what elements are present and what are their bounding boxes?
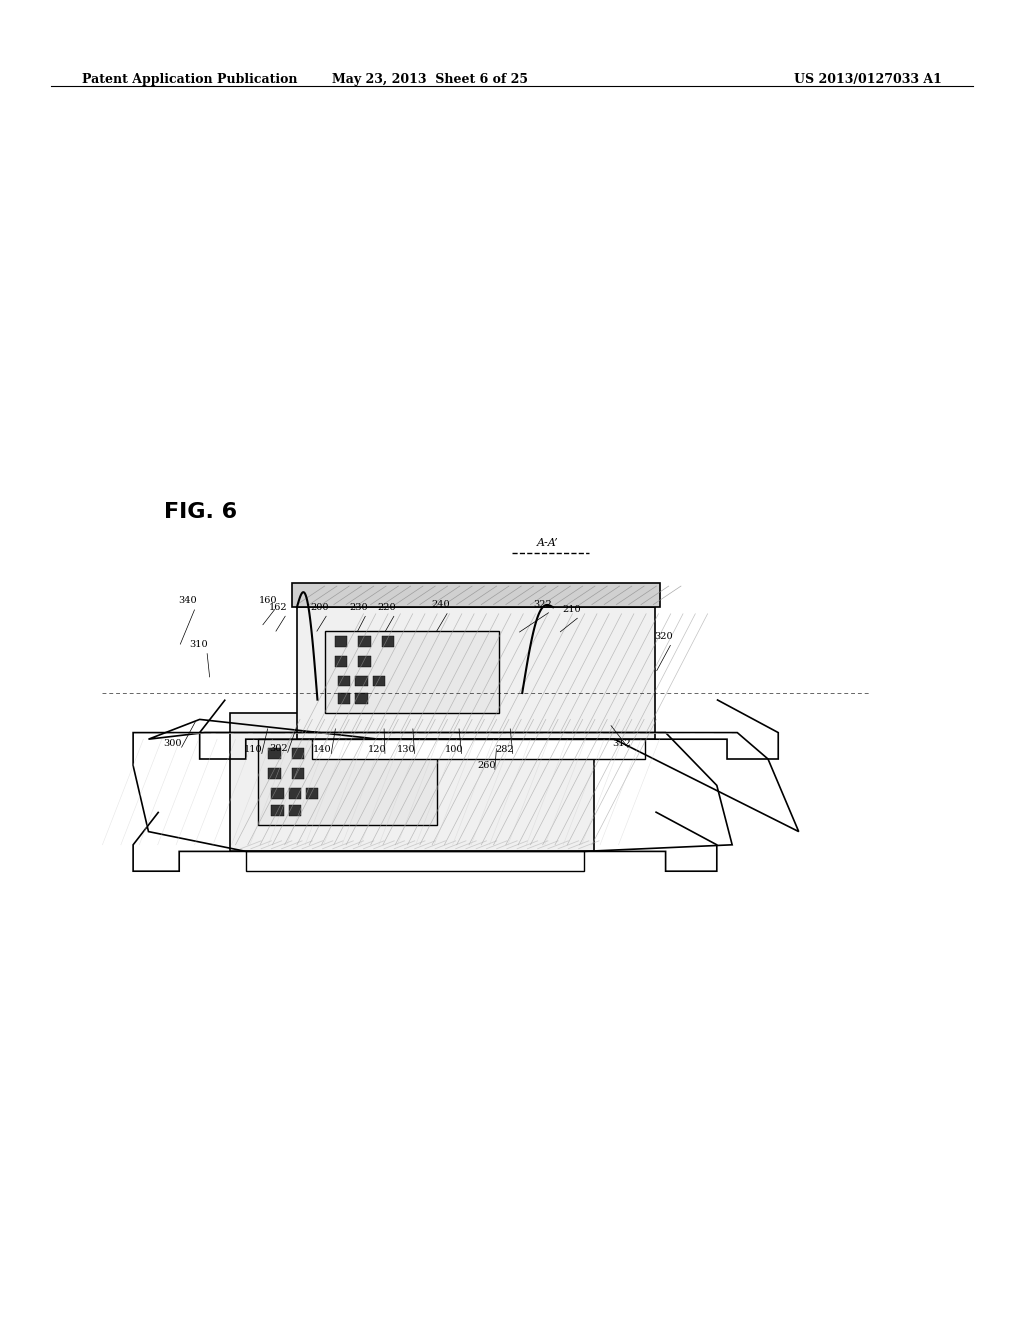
- Text: 160: 160: [259, 597, 278, 605]
- Text: 210: 210: [562, 606, 581, 614]
- Bar: [358, 656, 371, 667]
- Bar: [373, 676, 385, 686]
- Text: 220: 220: [378, 603, 396, 611]
- Bar: [246, 851, 584, 871]
- Text: Patent Application Publication: Patent Application Publication: [82, 73, 297, 86]
- Text: 120: 120: [368, 746, 386, 754]
- Text: US 2013/0127033 A1: US 2013/0127033 A1: [795, 73, 942, 86]
- Text: FIG. 6: FIG. 6: [164, 502, 237, 521]
- Text: 340: 340: [178, 597, 197, 605]
- Text: 162: 162: [269, 603, 288, 611]
- Bar: [230, 713, 594, 851]
- Text: 322: 322: [534, 601, 552, 609]
- Text: May 23, 2013  Sheet 6 of 25: May 23, 2013 Sheet 6 of 25: [332, 73, 528, 86]
- Text: 312: 312: [612, 739, 631, 747]
- Text: 200: 200: [310, 603, 329, 611]
- Bar: [271, 805, 284, 816]
- Bar: [289, 805, 301, 816]
- Bar: [335, 656, 347, 667]
- Bar: [268, 768, 281, 779]
- Bar: [338, 693, 350, 704]
- Bar: [358, 636, 371, 647]
- Bar: [297, 607, 655, 739]
- Bar: [292, 583, 660, 607]
- Text: A-A’: A-A’: [537, 537, 559, 548]
- Text: 310: 310: [189, 640, 208, 648]
- Bar: [382, 636, 394, 647]
- Bar: [292, 748, 304, 759]
- Text: 282: 282: [496, 746, 514, 754]
- Bar: [355, 693, 368, 704]
- Bar: [292, 768, 304, 779]
- Text: 100: 100: [444, 746, 463, 754]
- Bar: [338, 676, 350, 686]
- Text: 302: 302: [269, 744, 288, 752]
- Text: 230: 230: [349, 603, 368, 611]
- Bar: [306, 788, 318, 799]
- Bar: [289, 788, 301, 799]
- Text: 130: 130: [397, 746, 416, 754]
- Bar: [315, 748, 328, 759]
- Text: 110: 110: [244, 746, 262, 754]
- Text: 140: 140: [313, 746, 332, 754]
- Bar: [325, 631, 499, 713]
- Bar: [355, 676, 368, 686]
- Bar: [312, 739, 645, 759]
- Text: 300: 300: [163, 739, 181, 747]
- Bar: [335, 636, 347, 647]
- Text: 260: 260: [477, 762, 496, 770]
- Text: 320: 320: [654, 632, 673, 640]
- Text: 240: 240: [431, 601, 450, 609]
- Bar: [271, 788, 284, 799]
- Bar: [268, 748, 281, 759]
- Bar: [258, 739, 437, 825]
